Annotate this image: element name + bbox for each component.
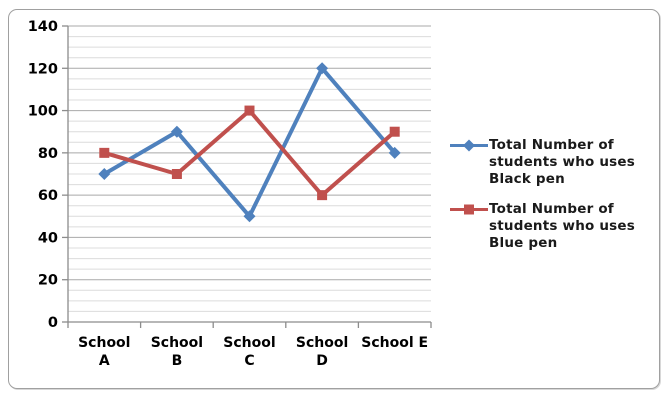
y-axis-label: 20 <box>38 273 58 289</box>
y-axis-label: 80 <box>38 146 58 162</box>
legend-label-blue-pen: Total Number of students who uses Blue p… <box>489 201 636 251</box>
legend: Total Number of students who uses Black … <box>449 137 659 252</box>
marker-square <box>99 147 110 158</box>
x-axis-label: School A <box>78 335 130 369</box>
legend-label-black-pen: Total Number of students who uses Black … <box>489 137 636 187</box>
marker-diamond <box>170 125 183 138</box>
marker-diamond <box>243 210 256 223</box>
legend-marker-square-icon <box>450 204 488 215</box>
marker-square <box>171 169 182 179</box>
marker-square <box>244 105 255 116</box>
legend-item-blue-pen: Total Number of students who uses Blue p… <box>449 201 659 252</box>
y-axis-label: 140 <box>28 19 58 35</box>
y-axis-label: 60 <box>38 188 58 204</box>
marker-square <box>389 126 400 137</box>
marker-diamond <box>98 168 111 180</box>
x-axis-label: School B <box>151 335 203 369</box>
x-axis-label: School D <box>296 335 348 369</box>
y-axis-label: 120 <box>28 61 58 77</box>
chart-frame: 0 20 40 60 80 100 120 140 School A School B School C S… <box>8 9 660 389</box>
legend-marker-diamond-icon <box>450 139 488 152</box>
x-axis-label: School C <box>223 335 275 369</box>
y-axis-label: 100 <box>28 104 58 120</box>
legend-item-black-pen: Total Number of students who uses Black … <box>449 137 659 188</box>
y-axis-label: 0 <box>48 315 58 331</box>
marker-square <box>317 190 328 201</box>
y-axis-label: 40 <box>38 230 58 246</box>
x-axis-label: School E <box>361 335 428 351</box>
marker-diamond <box>316 62 329 75</box>
marker-diamond <box>388 146 401 159</box>
